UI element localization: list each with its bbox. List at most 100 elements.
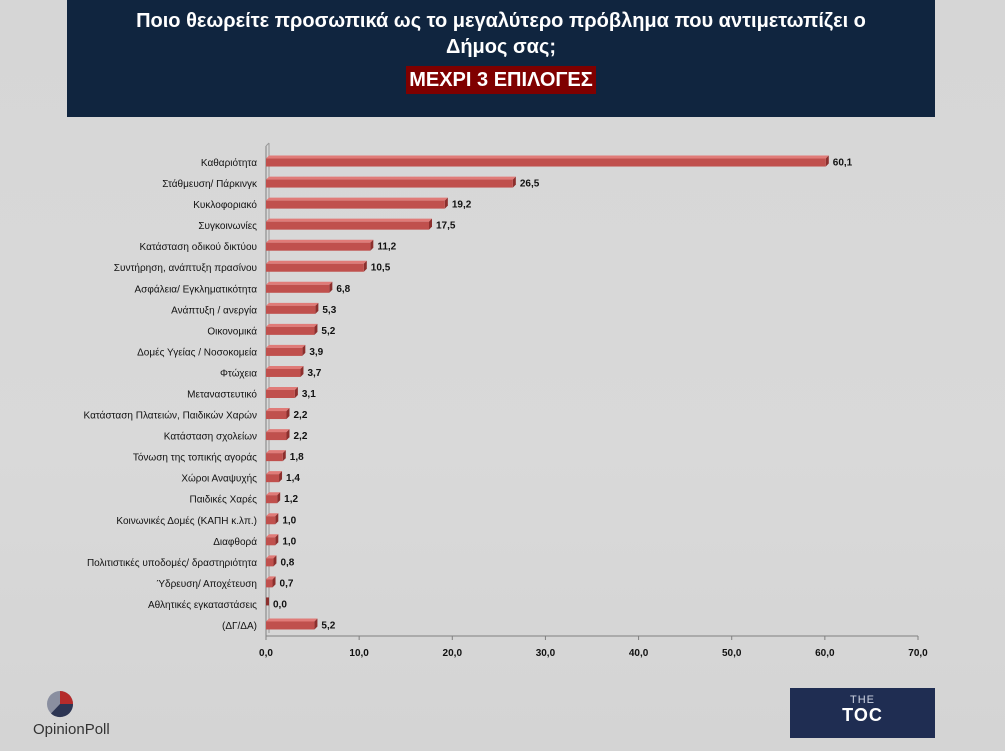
x-tick-label: 0,0 (259, 648, 273, 659)
value-label: 0,0 (273, 599, 287, 610)
chart-subtitle: ΜΕΧΡΙ 3 ΕΠΙΛΟΓΕΣ (406, 66, 596, 94)
y-axis-corner (265, 142, 270, 147)
bar-top-face (266, 365, 304, 369)
bar-front-face (266, 368, 301, 377)
x-tick-label: 10,0 (349, 648, 369, 659)
bar-side-face (429, 218, 432, 230)
bar-front-face (266, 179, 513, 188)
bar-top-face (266, 197, 448, 201)
the-toc-logo-main: TOC (842, 705, 883, 725)
category-label: Στάθμευση/ Πάρκινγκ (162, 178, 258, 190)
x-tick-label: 50,0 (722, 648, 742, 659)
bar-side-face (294, 387, 298, 398)
x-tick-label: 20,0 (443, 648, 463, 659)
category-label: Τόνωση της τοπικής αγοράς (133, 452, 257, 464)
bar-side-face (314, 618, 318, 630)
category-label: Κοινωνικές Δομές (ΚΑΠΗ κ.λπ.) (116, 515, 257, 527)
bar-top-face (266, 323, 318, 327)
bar-side-face (300, 365, 304, 377)
category-label: Πολιτιστικές υποδομές/ δραστηριότητα (87, 557, 257, 569)
bar (266, 260, 367, 272)
bar (266, 618, 318, 630)
bar (266, 555, 277, 567)
category-label: Ανάπτυξη / ανεργία (171, 304, 257, 316)
value-label: 5,3 (322, 305, 336, 316)
bar-front-face (266, 537, 276, 546)
bar-front-face (266, 432, 287, 441)
category-label: Συγκοινωνίες (198, 220, 257, 232)
bar-front-face (266, 453, 283, 462)
bar-side-face (279, 471, 283, 483)
bar-front-face (266, 597, 269, 606)
bar-top-face (266, 155, 829, 159)
bar-front-face (266, 326, 315, 335)
bar-top-face (266, 408, 290, 412)
bar-top-face (266, 344, 306, 348)
bar-front-face (266, 411, 287, 420)
value-label: 3,1 (302, 389, 316, 400)
bar (266, 450, 286, 462)
value-label: 26,5 (520, 179, 540, 190)
category-labels: Καθαριότητα Στάθμευση/ Πάρκινγκ Κυκλοφορια… (84, 157, 258, 632)
bar-top-face (266, 260, 367, 264)
category-label: Κυκλοφοριακό (193, 199, 257, 211)
bar (266, 365, 304, 377)
bar-top-face (266, 239, 374, 243)
value-label: 5,2 (321, 326, 335, 337)
category-label: Μεταναστευτικό (187, 389, 257, 401)
opinionpoll-logo: OpinionPoll (33, 688, 113, 743)
bar-top-face (266, 218, 432, 222)
bar (266, 408, 290, 420)
value-label: 19,2 (452, 200, 472, 211)
category-label: Συντήρηση, ανάπτυξη πρασίνου (114, 262, 257, 274)
bar-front-face (266, 390, 295, 398)
bar-side-face (314, 323, 318, 335)
bar-top-face (266, 429, 290, 433)
bar (266, 344, 306, 356)
bar-front-face (266, 347, 303, 356)
bar-front-face (266, 558, 274, 567)
bar-side-face (444, 197, 448, 209)
bar-top-face (266, 471, 283, 475)
bar-top-face (266, 492, 281, 496)
value-label: 1,4 (286, 473, 300, 484)
value-label: 1,0 (282, 536, 296, 547)
category-label: Ύδρευση/ Αποχέτευση (156, 578, 257, 590)
bar (266, 239, 374, 251)
category-label: Φτώχεια (220, 367, 257, 379)
value-label: 10,5 (371, 263, 391, 274)
value-label: 3,9 (309, 347, 323, 358)
category-label: Οικονομικά (207, 325, 257, 337)
bar-top-face (266, 450, 286, 454)
bar-top-face (266, 176, 516, 180)
bar (266, 471, 283, 483)
category-label: Ασφάλεια/ Εγκληματικότητα (135, 283, 258, 295)
bar-front-face (266, 221, 429, 230)
bar-side-face (275, 513, 279, 525)
bar-front-face (266, 621, 315, 630)
bar (266, 155, 829, 167)
x-axis-ticks: 0,0 10,0 20,0 30,0 40,0 50,0 60,0 70,0 (259, 636, 928, 659)
bar-top-face (266, 513, 279, 517)
bar (266, 576, 276, 588)
bar-front-face (266, 516, 276, 525)
bar (266, 513, 279, 525)
bar-side-face (273, 555, 277, 567)
bar-side-face (370, 239, 374, 251)
bar-side-face (315, 302, 319, 314)
bar-side-face (272, 576, 276, 588)
value-label: 3,7 (307, 368, 321, 379)
category-label: Δομές Υγείας / Νοσοκομεία (137, 346, 257, 358)
category-label: Κατάσταση σχολείων (164, 431, 257, 443)
category-label: Διαφθορά (213, 536, 257, 548)
bar (266, 429, 290, 441)
bar-top-face (266, 618, 318, 622)
bar-side-face (302, 344, 306, 356)
chart-axes (265, 142, 918, 637)
category-label: Κατάσταση Πλατειών, Παιδικών Χαρών (84, 410, 257, 422)
value-label: 0,8 (280, 557, 294, 568)
bar-top-face (266, 555, 277, 559)
value-label: 5,2 (321, 620, 335, 631)
bar (266, 176, 516, 188)
